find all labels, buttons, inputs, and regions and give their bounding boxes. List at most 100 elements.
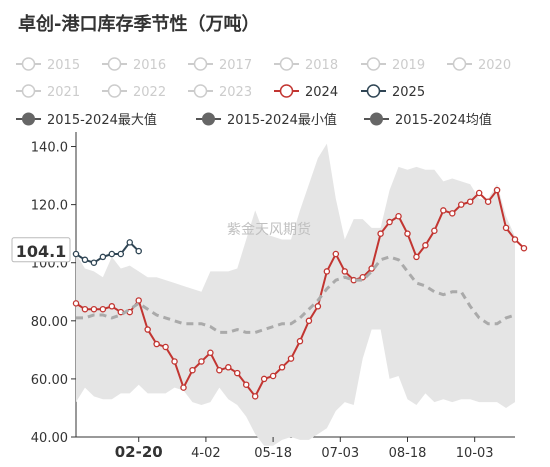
data-point — [520, 244, 528, 252]
legend-marker — [366, 57, 381, 71]
data-point — [278, 364, 286, 371]
y-axis-pointer: 104.1 — [11, 237, 71, 263]
legend-item-2020[interactable]: 2020 — [447, 57, 511, 73]
legend-label: 2019 — [392, 58, 425, 73]
legend-marker — [193, 57, 208, 71]
legend-label: 2015 — [47, 58, 80, 73]
data-point — [90, 259, 98, 266]
y-tick-label: 120.0 — [31, 199, 68, 214]
data-point — [493, 186, 501, 194]
legend-label: 2021 — [47, 85, 80, 100]
data-point — [162, 343, 169, 351]
data-point — [341, 268, 349, 275]
data-point — [511, 236, 519, 243]
data-point — [457, 201, 465, 208]
y-tick-label: 40.00 — [31, 431, 68, 446]
legend-marker — [22, 112, 35, 126]
series-2025 — [72, 239, 142, 266]
legend-label: 2015-2024最小值 — [227, 112, 337, 128]
data-point — [72, 300, 80, 307]
data-point — [440, 207, 447, 214]
data-point — [81, 305, 89, 313]
data-point — [314, 303, 322, 310]
data-point — [144, 326, 151, 333]
data-point — [269, 372, 277, 380]
data-point — [225, 364, 232, 371]
data-point — [242, 381, 250, 388]
legend-marker — [370, 112, 383, 126]
x-tick-label: 08-18 — [389, 446, 427, 461]
legend-label: 2022 — [133, 85, 166, 100]
legend-label: 2015-2024均值 — [395, 112, 492, 128]
legend-item-2016[interactable]: 2016 — [102, 57, 166, 73]
legend-label: 2017 — [219, 58, 252, 73]
legend-marker — [279, 84, 294, 98]
legend-item-2022[interactable]: 2022 — [102, 84, 166, 100]
data-point — [126, 239, 134, 246]
series-line — [76, 255, 516, 334]
data-point — [449, 210, 456, 217]
data-point — [395, 212, 402, 220]
legend-label: 2018 — [305, 58, 338, 73]
data-point — [216, 366, 223, 374]
data-point — [234, 369, 241, 377]
data-point — [305, 317, 313, 325]
legend-marker — [107, 57, 122, 71]
legend-item-2024[interactable]: 2024 — [274, 84, 338, 100]
data-point — [135, 247, 142, 255]
data-point — [502, 224, 510, 232]
data-point — [323, 268, 331, 275]
legend-label: 2020 — [478, 58, 511, 73]
legend-label: 2024 — [305, 85, 338, 100]
data-point — [72, 250, 80, 258]
legend-label: 2025 — [392, 85, 425, 100]
chart-title: 卓创-港口库存季节性（万吨） — [18, 13, 259, 35]
legend-marker — [107, 84, 122, 98]
data-point — [171, 358, 178, 365]
legend-marker — [21, 84, 36, 98]
legend-label: 2023 — [219, 85, 252, 100]
legend-item-2017[interactable]: 2017 — [188, 57, 252, 73]
legend-item-2021[interactable]: 2021 — [16, 84, 80, 100]
y-tick-label: 80.00 — [31, 315, 68, 330]
series-2024 — [72, 186, 528, 400]
data-point — [359, 273, 366, 281]
watermark: 紫金天风期货 — [227, 221, 311, 238]
y-pointer-value: 104.1 — [16, 242, 67, 261]
data-point — [251, 393, 259, 400]
x-tick-label: 02-20 — [115, 443, 163, 461]
range-band — [76, 143, 515, 446]
data-point — [422, 242, 429, 249]
data-point — [475, 189, 483, 197]
legend-item-band-0[interactable]: 2015-2024最大值 — [16, 112, 157, 128]
legend-marker — [452, 57, 467, 71]
legend-item-band-1[interactable]: 2015-2024最小值 — [196, 112, 337, 128]
data-point — [108, 303, 116, 310]
legend-item-2023[interactable]: 2023 — [188, 84, 252, 100]
data-point — [153, 340, 160, 348]
data-point — [332, 250, 340, 258]
y-tick-label: 140.0 — [31, 141, 68, 156]
legend-item-2025[interactable]: 2025 — [361, 84, 425, 100]
legend-item-band-2[interactable]: 2015-2024均值 — [364, 112, 492, 128]
data-point — [135, 297, 142, 304]
data-point — [413, 253, 420, 261]
data-point — [180, 384, 187, 391]
data-point — [260, 375, 268, 383]
x-tick-label: 07-03 — [321, 446, 359, 461]
data-point — [287, 355, 295, 362]
data-point — [108, 250, 116, 258]
legend-item-2015[interactable]: 2015 — [16, 57, 80, 73]
legend[interactable]: 2015 2016 2017 2018 2019 2020 2021 2022 2023 2024… — [16, 57, 511, 128]
legend-marker — [279, 57, 294, 71]
legend-marker — [366, 84, 381, 98]
data-point — [81, 256, 89, 264]
data-point — [99, 253, 107, 261]
legend-item-2019[interactable]: 2019 — [361, 57, 425, 73]
legend-item-2018[interactable]: 2018 — [274, 57, 338, 73]
x-tick-label: 10-03 — [456, 446, 494, 461]
x-tick-label: 4-02 — [191, 446, 221, 461]
data-point — [207, 349, 214, 357]
